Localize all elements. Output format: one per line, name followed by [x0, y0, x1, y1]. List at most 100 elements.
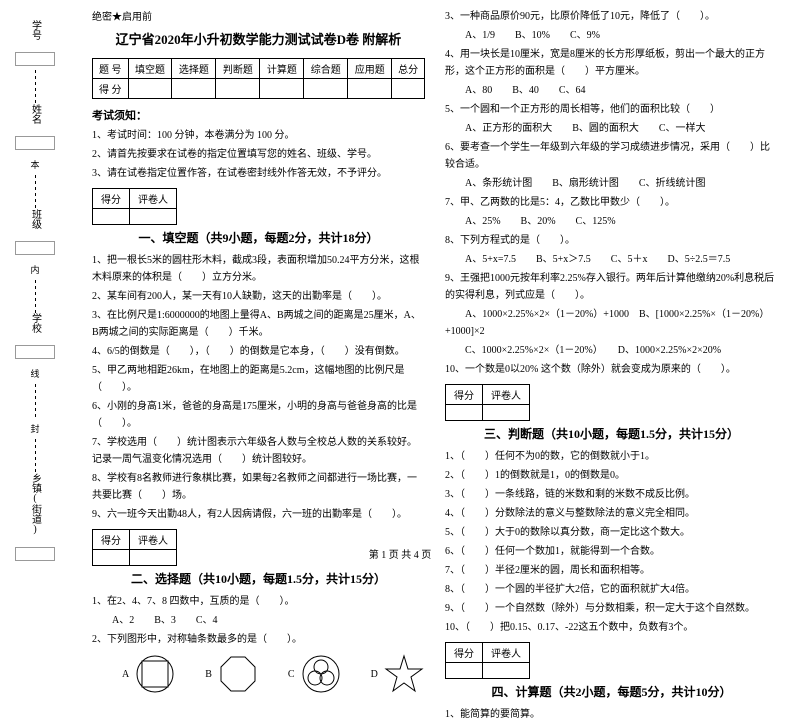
q: A、正方形的面积大 B、圆的面积大 C、一样大	[445, 120, 778, 137]
cell	[348, 79, 392, 99]
binding-line	[35, 384, 36, 418]
q: 3、一种商品原价90元，比原价降低了10元，降低了（ ）。	[445, 8, 778, 25]
secret-mark: 绝密★启用前	[92, 8, 425, 23]
star-icon	[384, 654, 424, 694]
side-cell	[15, 52, 55, 66]
mc	[446, 663, 483, 679]
notice-1: 1、考试时间：100 分钟，本卷满分为 100 分。	[92, 127, 425, 144]
side-cell	[15, 345, 55, 359]
mc	[446, 405, 483, 421]
mh1: 评卷人	[483, 385, 530, 405]
th: 计算题	[260, 59, 304, 79]
q: 5、甲乙两地相距26km，在地图上的距离是5.2cm，这幅地图的比例尺是（ ）。	[92, 362, 425, 396]
q: A、1/9 B、10% C、9%	[445, 27, 778, 44]
q: C、1000×2.25%×2×（1－20%） D、1000×2.25%×2×20…	[445, 342, 778, 359]
th: 应用题	[348, 59, 392, 79]
cell	[392, 79, 425, 99]
shape-a: A	[122, 654, 175, 694]
exam-title: 辽宁省2020年小升初数学能力测试试卷D卷 附解析	[92, 29, 425, 48]
shape-d: D	[371, 654, 424, 694]
opt-d: D	[371, 669, 378, 680]
binding-line	[35, 70, 36, 104]
shape-c: C	[288, 654, 341, 694]
q: 1、在2、4、7、8 四数中，互质的是（ ）。	[92, 593, 425, 610]
marker-table-3: 得分评卷人	[445, 384, 530, 421]
side-label-0: 学号	[28, 20, 43, 40]
q: A、条形统计图 B、扇形统计图 C、折线统计图	[445, 175, 778, 192]
q: A、1000×2.25%×2×（1－20%）+1000 B、[1000×2.25…	[445, 306, 778, 340]
q: 2、某车间有200人，某一天有10人缺勤，这天的出勤率是（ ）。	[92, 288, 425, 305]
mh0: 得分	[93, 189, 130, 209]
row2-label: 得 分	[93, 79, 129, 99]
q: 1、把一根长5米的圆柱形木料，截成3段，表面积增加50.24平方分米，这根木料原…	[92, 252, 425, 286]
exam-page: 学号 姓名 本 班级 内 学校 线 封 乡镇(街道) 绝密★启用前 辽宁省202…	[0, 0, 800, 565]
q: 3、在比例尺是1:6000000的地图上量得A、B两城之间的距离是25厘米，A、…	[92, 307, 425, 341]
marker-table-4: 得分评卷人	[445, 642, 530, 679]
cell	[304, 79, 348, 99]
mc	[130, 209, 177, 225]
q: 2、下列图形中，对称轴条数最多的是（ ）。	[92, 631, 425, 648]
shapes-row: A B C D	[122, 654, 425, 694]
side-label-1: 姓名	[28, 104, 43, 124]
left-column: 绝密★启用前 辽宁省2020年小升初数学能力测试试卷D卷 附解析 题 号 填空题…	[82, 8, 435, 557]
q: 7、学校选用（ ）统计图表示六年级各人数与全校总人数的关系较好。记录一周气温变化…	[92, 434, 425, 468]
q: 9、（ ）一个自然数（除外）与分数相乘，积一定大于这个自然数。	[445, 600, 778, 617]
q: 2、（ ）1的倒数就是1，0的倒数是0。	[445, 467, 778, 484]
q: 8、学校有8名教师进行象棋比赛，如果每2名教师之间都进行一场比赛，一共要比赛（ …	[92, 470, 425, 504]
q: 4、6/5的倒数是（ ），（ ）的倒数是它本身，（ ）没有倒数。	[92, 343, 425, 360]
mh1: 评卷人	[483, 643, 530, 663]
q: 9、王强把1000元按年利率2.25%存入银行。两年后计算他缴纳20%利息税后的…	[445, 270, 778, 304]
q: 5、（ ）大于0的数除以真分数，商一定比这个数大。	[445, 524, 778, 541]
side-label-4: 乡镇(街道)	[28, 473, 43, 535]
side-mark-0: 本	[29, 160, 42, 169]
mc	[93, 209, 130, 225]
mh0: 得分	[446, 385, 483, 405]
binding-line	[35, 439, 36, 473]
opt-c: C	[288, 669, 295, 680]
notice-3: 3、请在试卷指定位置作答，在试卷密封线外作答无效，不予评分。	[92, 165, 425, 182]
q: 3、（ ）一条线路，链的米数和剩的米数不成反比例。	[445, 486, 778, 503]
mh0: 得分	[446, 643, 483, 663]
right-column: 3、一种商品原价90元，比原价降低了10元，降低了（ ）。 A、1/9 B、10…	[435, 8, 788, 557]
notice-title: 考试须知：	[92, 107, 425, 123]
marker-table-1: 得分评卷人	[92, 188, 177, 225]
q: 1、（ ）任何不为0的数，它的倒数就小于1。	[445, 448, 778, 465]
q: 9、六一班今天出勤48人，有2人因病请假，六一班的出勤率是（ ）。	[92, 506, 425, 523]
q: 8、下列方程式的是（ ）。	[445, 232, 778, 249]
q: 10、一个数是0以20% 这个数（除外）就会变成为原来的（ ）。	[445, 361, 778, 378]
side-mark-1: 内	[29, 265, 42, 274]
cell	[128, 79, 172, 99]
th: 题 号	[93, 59, 129, 79]
binding-line	[35, 175, 36, 209]
side-label-2: 班级	[28, 209, 43, 229]
th: 总分	[392, 59, 425, 79]
shape-b: B	[205, 654, 258, 694]
mc	[483, 663, 530, 679]
octagon-icon	[218, 654, 258, 694]
cell	[172, 79, 216, 99]
q: A、80 B、40 C、64	[445, 82, 778, 99]
cell	[216, 79, 260, 99]
cell	[260, 79, 304, 99]
side-mark-2: 线	[29, 369, 42, 378]
q: A、5+x=7.5 B、5+x＞7.5 C、5＋x D、5÷2.5＝7.5	[445, 251, 778, 268]
th: 判断题	[216, 59, 260, 79]
side-cell	[15, 136, 55, 150]
q: 1、能简算的要简算。	[445, 706, 778, 723]
q: A、25% B、20% C、125%	[445, 213, 778, 230]
q: 4、（ ）分数除法的意义与整数除法的意义完全相同。	[445, 505, 778, 522]
q: 7、甲、乙两数的比是5：4，乙数比甲数少（ ）。	[445, 194, 778, 211]
three-circles-icon	[301, 654, 341, 694]
q: 4、用一块长是10厘米，宽是8厘米的长方形厚纸板，剪出一个最大的正方形，这个正方…	[445, 46, 778, 80]
opt-b: B	[205, 669, 212, 680]
mh1: 评卷人	[130, 189, 177, 209]
sec3-title: 三、判断题（共10小题，每题1.5分，共计15分）	[445, 425, 778, 442]
sec1-title: 一、填空题（共9小题，每题2分，共计18分）	[92, 229, 425, 246]
side-label-3: 学校	[28, 313, 43, 333]
sec4-title: 四、计算题（共2小题，每题5分，共计10分）	[445, 683, 778, 700]
score-table: 题 号 填空题 选择题 判断题 计算题 综合题 应用题 总分 得 分	[92, 58, 425, 99]
side-mark-3: 封	[29, 424, 42, 433]
q: 6、要考查一个学生一年级到六年级的学习成绩进步情况，采用（ ）比较合适。	[445, 139, 778, 173]
page-footer: 第 1 页 共 4 页	[0, 546, 800, 561]
sec2-title: 二、选择题（共10小题，每题1.5分，共计15分）	[92, 570, 425, 587]
